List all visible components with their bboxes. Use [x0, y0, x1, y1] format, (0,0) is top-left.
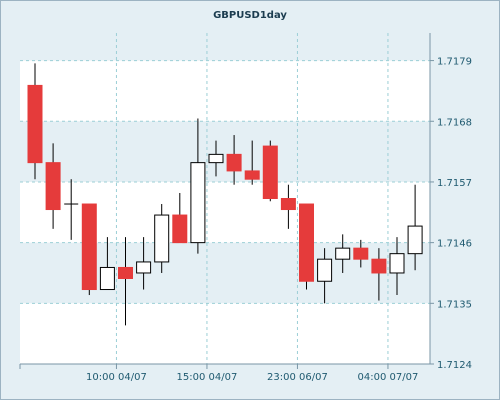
candle-body [154, 214, 170, 263]
candle-body [299, 203, 314, 282]
candle-body [27, 84, 43, 164]
y-tick-label: 1.7124 [437, 360, 472, 371]
x-tick-label: 15:00 04/07 [177, 372, 238, 383]
candle-body [262, 145, 278, 199]
candle-body [226, 153, 242, 172]
candles [27, 63, 423, 326]
candle-body [45, 162, 61, 211]
grid-band [20, 181, 430, 243]
candle [172, 192, 188, 244]
candle [154, 204, 170, 273]
candle [99, 237, 115, 291]
candle-body [280, 198, 296, 211]
y-axis-labels: 1.7179 1.7168 1.7157 1.7146 1.7135 1.7124 [437, 57, 472, 371]
candle-body [172, 214, 188, 244]
grid-band [20, 303, 430, 364]
candle [353, 239, 369, 268]
candle-body [317, 258, 333, 282]
axes [19, 33, 434, 369]
candle-body [353, 247, 369, 260]
x-tick-label: 23:00 06/07 [267, 372, 328, 383]
candle [244, 140, 260, 185]
y-tick-label: 1.7135 [437, 299, 472, 310]
candle [262, 140, 278, 202]
candle-body [81, 203, 97, 291]
candle [64, 179, 79, 240]
candle [389, 237, 405, 296]
grid-band [20, 60, 430, 122]
candle-body [118, 266, 133, 279]
x-tick-label: 10:00 04/07 [86, 372, 147, 383]
candle-body [407, 225, 423, 255]
y-tick-label: 1.7179 [437, 57, 472, 68]
candle [317, 248, 333, 304]
candle [335, 234, 351, 273]
candle-body [244, 170, 260, 180]
candle [118, 237, 133, 326]
candle [45, 143, 61, 229]
grid-lines [20, 33, 430, 365]
chart-title: GBPUSD1day [213, 10, 287, 21]
x-axis-labels: 10:00 04/07 15:00 04/07 23:00 06/07 04:00 0… [86, 372, 418, 383]
y-tick-label: 1.7157 [437, 178, 472, 189]
candle [81, 203, 97, 296]
candle [27, 63, 43, 180]
candle-body [190, 162, 206, 244]
candle-body [389, 253, 405, 274]
candle-body [335, 247, 351, 260]
candle-body [99, 266, 115, 291]
candle [299, 203, 314, 290]
candle [407, 184, 423, 271]
candle [190, 118, 206, 254]
candle [136, 237, 152, 290]
candle-body [208, 153, 224, 164]
y-tick-label: 1.7146 [437, 239, 472, 250]
candle [371, 248, 387, 301]
candle [226, 135, 242, 185]
candle-body [371, 258, 387, 274]
candle [280, 184, 296, 229]
candle-body [136, 261, 152, 274]
x-tick-label: 04:00 07/07 [358, 372, 419, 383]
candle [208, 140, 224, 177]
y-tick-label: 1.7168 [437, 117, 472, 128]
